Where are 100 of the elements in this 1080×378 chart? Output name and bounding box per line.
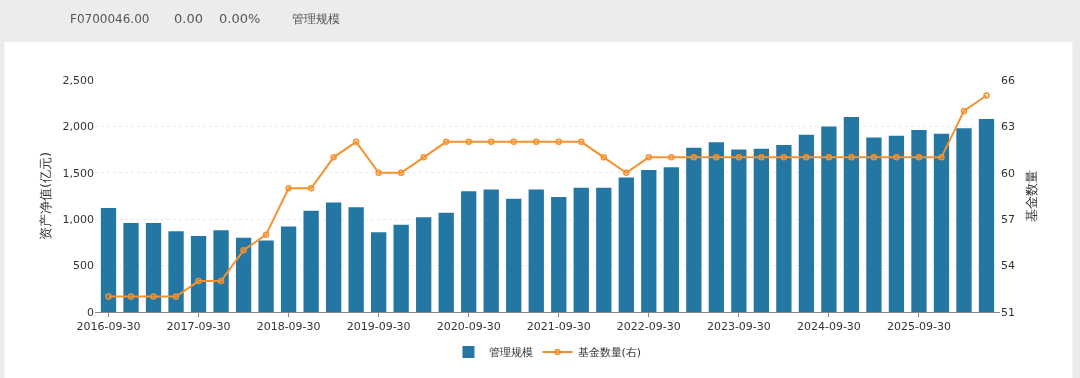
point <box>465 138 472 146</box>
point <box>825 154 833 161</box>
x-tick-label: 2019-09-30 <box>346 320 411 334</box>
bar <box>596 187 612 312</box>
bar <box>866 137 882 312</box>
x-tick-label: 2025-09-30 <box>886 320 951 334</box>
point <box>127 293 135 300</box>
point <box>105 293 112 300</box>
point <box>262 231 270 238</box>
point <box>217 277 225 285</box>
bar <box>843 117 860 312</box>
y-tick-label: 2,000 <box>62 120 94 134</box>
bar <box>235 237 252 312</box>
point <box>758 154 765 161</box>
point <box>938 154 945 161</box>
bar <box>933 133 950 312</box>
bar <box>708 142 724 312</box>
point <box>848 154 855 161</box>
point <box>668 154 675 161</box>
bar <box>506 198 522 312</box>
point <box>510 138 517 146</box>
x-tick-label: 2018-09-30 <box>256 320 321 334</box>
point <box>735 154 743 161</box>
bar <box>393 224 409 312</box>
x-tick-label: 2016-09-30 <box>76 320 141 334</box>
point <box>285 185 292 192</box>
point <box>870 154 878 161</box>
point <box>420 154 427 161</box>
bar <box>280 226 297 312</box>
bar <box>731 149 747 312</box>
bar <box>551 196 567 312</box>
point <box>555 138 563 146</box>
bar <box>911 130 927 312</box>
y-tick-label: 0 <box>87 305 94 319</box>
point <box>803 154 810 161</box>
bar <box>663 167 679 312</box>
bar <box>821 126 837 312</box>
bar <box>528 189 544 312</box>
point <box>893 154 900 161</box>
bar <box>100 208 117 312</box>
point <box>330 154 337 161</box>
y2-tick-label: 57 <box>1001 213 1015 227</box>
point <box>195 277 202 285</box>
point <box>307 185 315 192</box>
bar <box>416 217 432 312</box>
y-axis-title: 资产净值(亿元) <box>38 151 54 241</box>
point <box>487 138 495 146</box>
bar <box>686 147 702 312</box>
bar <box>213 230 229 312</box>
point <box>240 246 247 254</box>
bar <box>978 118 995 312</box>
legend-label: 管理规模 <box>488 346 533 360</box>
point <box>150 293 157 300</box>
bar <box>438 212 454 312</box>
y-tick-label: 1,500 <box>62 166 94 180</box>
point <box>532 138 540 146</box>
point <box>397 169 405 177</box>
y2-tick-label: 51 <box>1001 305 1015 319</box>
bar <box>168 231 184 312</box>
point <box>915 154 923 161</box>
text: F0700046.00 <box>70 12 150 26</box>
point <box>713 154 720 161</box>
point <box>352 138 360 146</box>
y-tick-label: 500 <box>73 259 94 273</box>
text: 0.00% <box>219 11 261 26</box>
y2-tick-label: 63 <box>1001 120 1015 134</box>
y2-tick-label: 60 <box>1001 166 1015 180</box>
bar <box>123 222 139 312</box>
bar <box>618 177 634 312</box>
bar <box>573 187 589 312</box>
bar <box>483 189 499 312</box>
bar <box>325 202 342 312</box>
point <box>375 169 382 177</box>
point <box>983 92 990 99</box>
bar <box>371 232 387 312</box>
text: 管理规模 <box>292 12 340 26</box>
y-tick-label: 2,500 <box>62 73 94 87</box>
legend-label: 基金数量(右) <box>577 346 642 360</box>
x-tick-label: 2022-09-30 <box>616 320 681 334</box>
point <box>780 154 788 161</box>
bar <box>145 222 162 312</box>
bar <box>776 144 792 312</box>
bar <box>888 135 905 312</box>
x-tick-label: 2020-09-30 <box>436 320 501 334</box>
bar <box>258 240 274 312</box>
bar <box>303 210 319 312</box>
x-tick-label: 2017-09-30 <box>166 320 231 334</box>
bar <box>753 148 770 312</box>
bar <box>641 170 657 312</box>
point <box>172 293 180 300</box>
point <box>600 154 608 161</box>
point <box>690 154 698 161</box>
bar <box>798 134 815 312</box>
y-tick-label: 1,000 <box>62 213 94 227</box>
point <box>645 154 653 161</box>
point <box>442 138 450 146</box>
point <box>578 138 585 146</box>
x-tick-label: 2024-09-30 <box>796 320 861 334</box>
bar <box>348 207 364 312</box>
x-tick-label: 2021-09-30 <box>526 320 591 334</box>
